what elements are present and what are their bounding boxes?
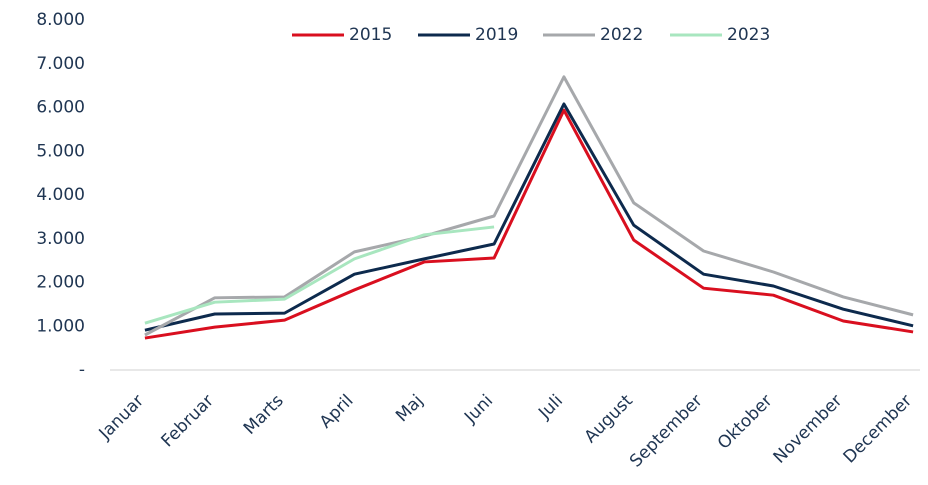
y-tick-label: 3.000 [36, 229, 85, 249]
y-tick-label: 5.000 [36, 141, 85, 161]
x-tick-label: December [840, 391, 916, 467]
x-tick-label: April [316, 391, 358, 433]
line-series [144, 102, 914, 332]
line-series [144, 108, 914, 340]
line-series [144, 75, 914, 337]
legend-label: 2015 [349, 25, 392, 45]
y-tick-label: 4.000 [36, 185, 85, 205]
y-tick-label: 6.000 [36, 98, 85, 118]
line-series [144, 225, 495, 325]
x-tick-label: September [626, 391, 707, 472]
x-tick-label: Juni [460, 391, 497, 428]
x-tick-label: Marts [240, 391, 288, 439]
y-tick-label: 8.000 [36, 10, 85, 30]
legend-label: 2023 [727, 25, 770, 45]
x-tick-label: Oktober [714, 391, 777, 454]
x-tick-label: Januar [95, 391, 148, 444]
x-tick-label: Juli [534, 391, 567, 424]
x-tick-label: August [581, 391, 637, 447]
legend-label: 2019 [475, 25, 518, 45]
y-tick-label: 1.000 [36, 316, 85, 336]
y-tick-label: 7.000 [36, 54, 85, 74]
y-tick-label: - [79, 360, 85, 380]
legend-label: 2022 [600, 25, 643, 45]
y-tick-label: 2.000 [36, 273, 85, 293]
x-tick-label: November [770, 391, 847, 468]
x-tick-label: Maj [392, 391, 427, 426]
x-tick-label: Februar [158, 391, 218, 451]
